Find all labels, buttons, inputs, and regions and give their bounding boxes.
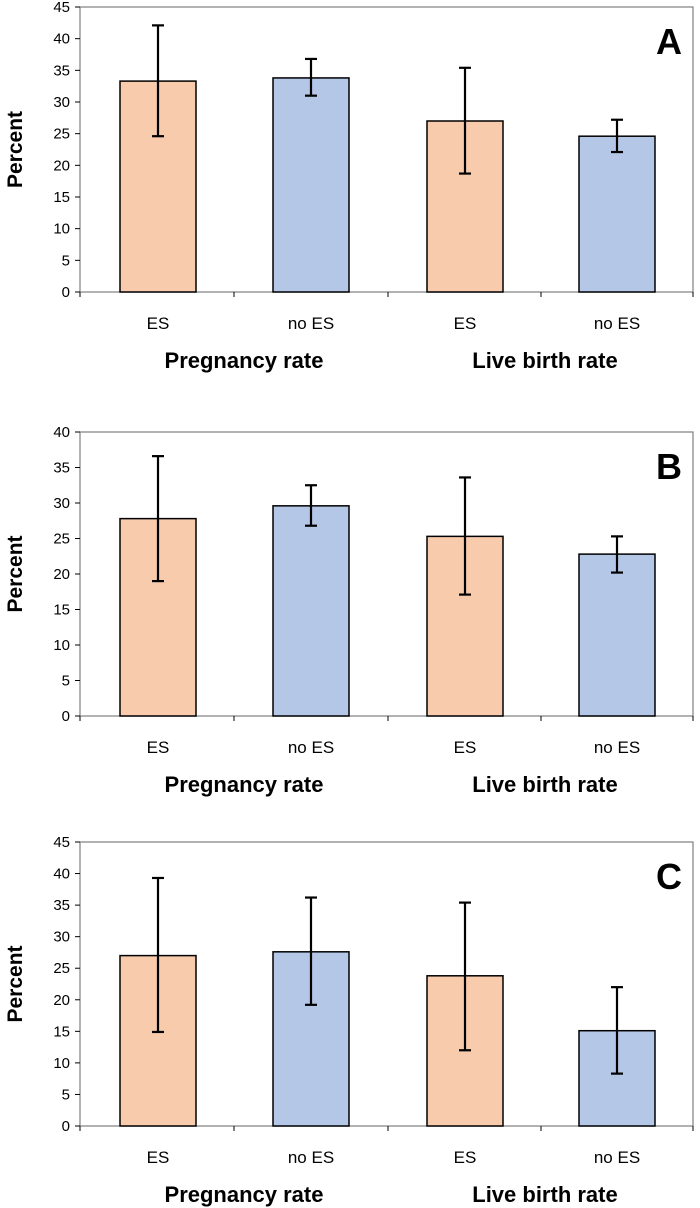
- y-tick-label: 15: [53, 1023, 70, 1040]
- chart-panel-b: 0 5 10 15 20 25 30 35 40 ES no ES ES no ES Pregnancy …: [4, 424, 694, 797]
- x-group-label: Pregnancy rate: [165, 772, 324, 797]
- chart-panel-a: 0 5 10 15 20 25 30 35 40 45 ES no ES ES no ES Pregnanc…: [4, 0, 694, 373]
- y-tick-label: 30: [53, 929, 70, 946]
- y-axis-title: Percent: [4, 945, 27, 1022]
- x-category-label: no ES: [288, 738, 334, 757]
- y-tick-label: 35: [53, 460, 70, 477]
- y-tick-label: 10: [53, 637, 70, 654]
- y-tick-label: 20: [53, 157, 70, 174]
- y-tick-label: 25: [53, 531, 70, 548]
- x-group-label: Pregnancy rate: [165, 1182, 324, 1207]
- bar-no-es: [272, 505, 350, 717]
- x-group-label: Live birth rate: [472, 772, 617, 797]
- y-tick-label: 5: [62, 673, 70, 690]
- x-category-label: ES: [454, 1148, 477, 1167]
- y-tick-label: 5: [62, 1086, 70, 1103]
- x-category-label: no ES: [288, 314, 334, 333]
- bar-no-es: [272, 77, 350, 293]
- y-tick-label: 0: [62, 1118, 70, 1135]
- y-tick-label: 15: [53, 189, 70, 206]
- y-tick-label: 40: [53, 866, 70, 883]
- x-group-label: Live birth rate: [472, 348, 617, 373]
- y-tick-label: 35: [53, 62, 70, 79]
- y-tick-label: 25: [53, 960, 70, 977]
- x-group-label: Pregnancy rate: [165, 348, 324, 373]
- y-tick-label: 0: [62, 284, 70, 301]
- y-tick-label: 45: [53, 0, 70, 16]
- bar-no-es: [578, 553, 656, 717]
- y-tick-label: 20: [53, 566, 70, 583]
- plot-frame: [79, 841, 694, 1127]
- y-tick-label: 45: [53, 834, 70, 851]
- panel-letter: B: [656, 446, 682, 487]
- x-category-label: ES: [147, 314, 170, 333]
- y-tick-label: 40: [53, 424, 70, 441]
- x-category-label: no ES: [288, 1148, 334, 1167]
- plot-frame: [79, 6, 694, 293]
- y-tick-label: 10: [53, 221, 70, 238]
- y-tick-label: 5: [62, 252, 70, 269]
- x-category-label: ES: [147, 1148, 170, 1167]
- x-group-label: Live birth rate: [472, 1182, 617, 1207]
- y-tick-label: 25: [53, 126, 70, 143]
- y-tick-label: 15: [53, 602, 70, 619]
- y-axis-title: Percent: [4, 535, 27, 612]
- y-tick-label: 10: [53, 1055, 70, 1072]
- x-category-label: no ES: [594, 738, 640, 757]
- y-tick-label: 30: [53, 94, 70, 111]
- y-tick-label: 35: [53, 897, 70, 914]
- panel-letter: C: [656, 856, 682, 897]
- x-category-label: ES: [454, 738, 477, 757]
- chart-panel-c: 0 5 10 15 20 25 30 35 40 45 ES no ES ES no ES Pregnanc…: [4, 834, 694, 1207]
- bar-no-es: [578, 135, 656, 293]
- x-category-label: ES: [454, 314, 477, 333]
- y-tick-label: 40: [53, 31, 70, 48]
- y-tick-label: 30: [53, 495, 70, 512]
- x-category-label: no ES: [594, 1148, 640, 1167]
- panel-letter: A: [656, 21, 682, 62]
- y-axis-title: Percent: [4, 111, 27, 188]
- x-category-label: no ES: [594, 314, 640, 333]
- x-category-label: ES: [147, 738, 170, 757]
- y-tick-label: 0: [62, 708, 70, 725]
- y-tick-label: 20: [53, 992, 70, 1009]
